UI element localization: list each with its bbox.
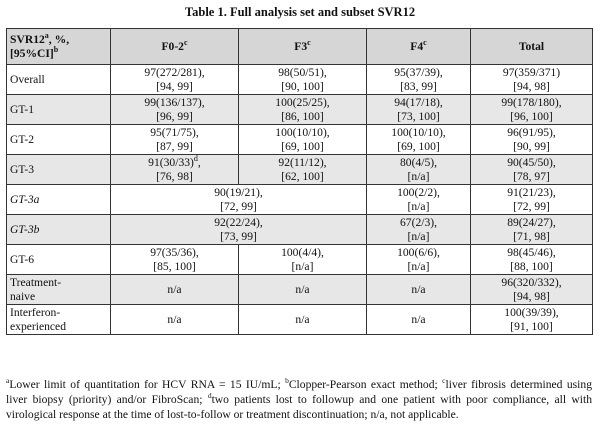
cell-gt6-f4: 100(6/6), [n/a] bbox=[366, 244, 471, 275]
header-f0-2: F0-2c bbox=[110, 28, 239, 65]
cell-gt3b-total: 89(24/27), [71, 98] bbox=[470, 214, 593, 245]
cell-tn-total: 96(320/332), [94, 98] bbox=[470, 274, 593, 305]
cell-gt3a-total: 91(21/23), [72, 99] bbox=[470, 184, 593, 215]
table-row: GT-3a 90(19/21), [72, 99] 100(2/2), [n/a] … bbox=[6, 184, 593, 215]
svr12-table: SVR12a, %, [95%CI]b F0-2c F3c F4c Total … bbox=[6, 28, 593, 335]
row-label-overall: Overall bbox=[6, 64, 111, 95]
cell-gt2-f0-2: 95(71/75), [87, 99] bbox=[110, 124, 239, 155]
row-label-gt2: GT-2 bbox=[6, 124, 111, 155]
cell-ie-f3: n/a bbox=[238, 304, 367, 335]
cell-overall-f0-2: 97(272/281), [94, 99] bbox=[110, 64, 239, 95]
row-label-gt1: GT-1 bbox=[6, 94, 111, 125]
row-label-interferon-experienced: Interferon-experienced bbox=[6, 304, 111, 335]
cell-gt6-f0-2: 97(35/36), [85, 100] bbox=[110, 244, 239, 275]
row-label-gt6: GT-6 bbox=[6, 244, 111, 275]
cell-ie-total: 100(39/39), [91, 100] bbox=[470, 304, 593, 335]
header-svr12: SVR12a, %, [95%CI]b bbox=[6, 28, 111, 65]
cell-gt1-total: 99(178/180), [96, 100] bbox=[470, 94, 593, 125]
cell-gt3-total: 90(45/50), [78, 97] bbox=[470, 154, 593, 185]
cell-gt3-f4: 80(4/5), [n/a] bbox=[366, 154, 471, 185]
cell-gt6-total: 98(45/46), [88, 100] bbox=[470, 244, 593, 275]
cell-overall-total: 97(359/371) [94, 98] bbox=[470, 64, 593, 95]
table-row: Overall 97(272/281), [94, 99] 98(50/51),[… bbox=[6, 64, 593, 95]
cell-gt1-f3: 100(25/25), [86, 100] bbox=[238, 94, 367, 125]
cell-overall-f3: 98(50/51), [90, 100] bbox=[238, 64, 367, 95]
cell-tn-f4: n/a bbox=[366, 274, 471, 305]
header-f4: F4c bbox=[366, 28, 471, 65]
table-row: GT-3 91(30/33)d, [76, 98] 92(11/12), [62, … bbox=[6, 154, 593, 185]
table-row: Treatment-naive n/a n/a n/a 96(320/332),… bbox=[6, 274, 593, 305]
cell-gt3-f3: 92(11/12), [62, 100] bbox=[238, 154, 367, 185]
table-row: GT-3b 92(22/24), [73, 99] 67(2/3), [n/a] 8… bbox=[6, 214, 593, 245]
cell-gt2-f4: 100(10/10), [69, 100] bbox=[366, 124, 471, 155]
row-label-gt3a: GT-3a bbox=[6, 184, 111, 215]
table-footnote: aLower limit of quantitation for HCV RNA… bbox=[6, 376, 593, 421]
cell-gt2-total: 96(91/95), [90, 99] bbox=[470, 124, 593, 155]
cell-ie-f0-2: n/a bbox=[110, 304, 239, 335]
cell-gt3-f0-2: 91(30/33)d, [76, 98] bbox=[110, 154, 239, 185]
row-label-gt3b: GT-3b bbox=[6, 214, 111, 245]
table-row: Interferon-experienced n/a n/a n/a 100(3… bbox=[6, 304, 593, 335]
table-row: GT-6 97(35/36), [85, 100] 100(4/4), [n/a] … bbox=[6, 244, 593, 275]
row-label-gt3: GT-3 bbox=[6, 154, 111, 185]
header-row: SVR12a, %, [95%CI]b F0-2c F3c F4c Total bbox=[6, 28, 593, 65]
cell-gt3b-f0-3: 92(22/24), [73, 99] bbox=[110, 214, 367, 245]
cell-gt1-f0-2: 99(136/137), [96, 99] bbox=[110, 94, 239, 125]
cell-gt1-f4: 94(17/18), [73, 100] bbox=[366, 94, 471, 125]
table-title: Table 1. Full analysis set and subset SV… bbox=[184, 5, 416, 19]
cell-gt3b-f4: 67(2/3), [n/a] bbox=[366, 214, 471, 245]
header-f3: F3c bbox=[238, 28, 367, 65]
cell-gt3a-f4: 100(2/2), [n/a] bbox=[366, 184, 471, 215]
cell-gt6-f3: 100(4/4), [n/a] bbox=[238, 244, 367, 275]
cell-overall-f4: 95(37/39), [83, 99] bbox=[366, 64, 471, 95]
header-total: Total bbox=[470, 28, 593, 65]
row-label-treatment-naive: Treatment-naive bbox=[6, 274, 111, 305]
cell-ie-f4: n/a bbox=[366, 304, 471, 335]
cell-gt2-f3: 100(10/10), [69, 100] bbox=[238, 124, 367, 155]
table-row: GT-1 99(136/137), [96, 99] 100(25/25), [86… bbox=[6, 94, 593, 125]
cell-tn-f3: n/a bbox=[238, 274, 367, 305]
cell-gt3a-f0-3: 90(19/21), [72, 99] bbox=[110, 184, 367, 215]
table-row: GT-2 95(71/75), [87, 99] 100(10/10), [69, … bbox=[6, 124, 593, 155]
cell-tn-f0-2: n/a bbox=[110, 274, 239, 305]
